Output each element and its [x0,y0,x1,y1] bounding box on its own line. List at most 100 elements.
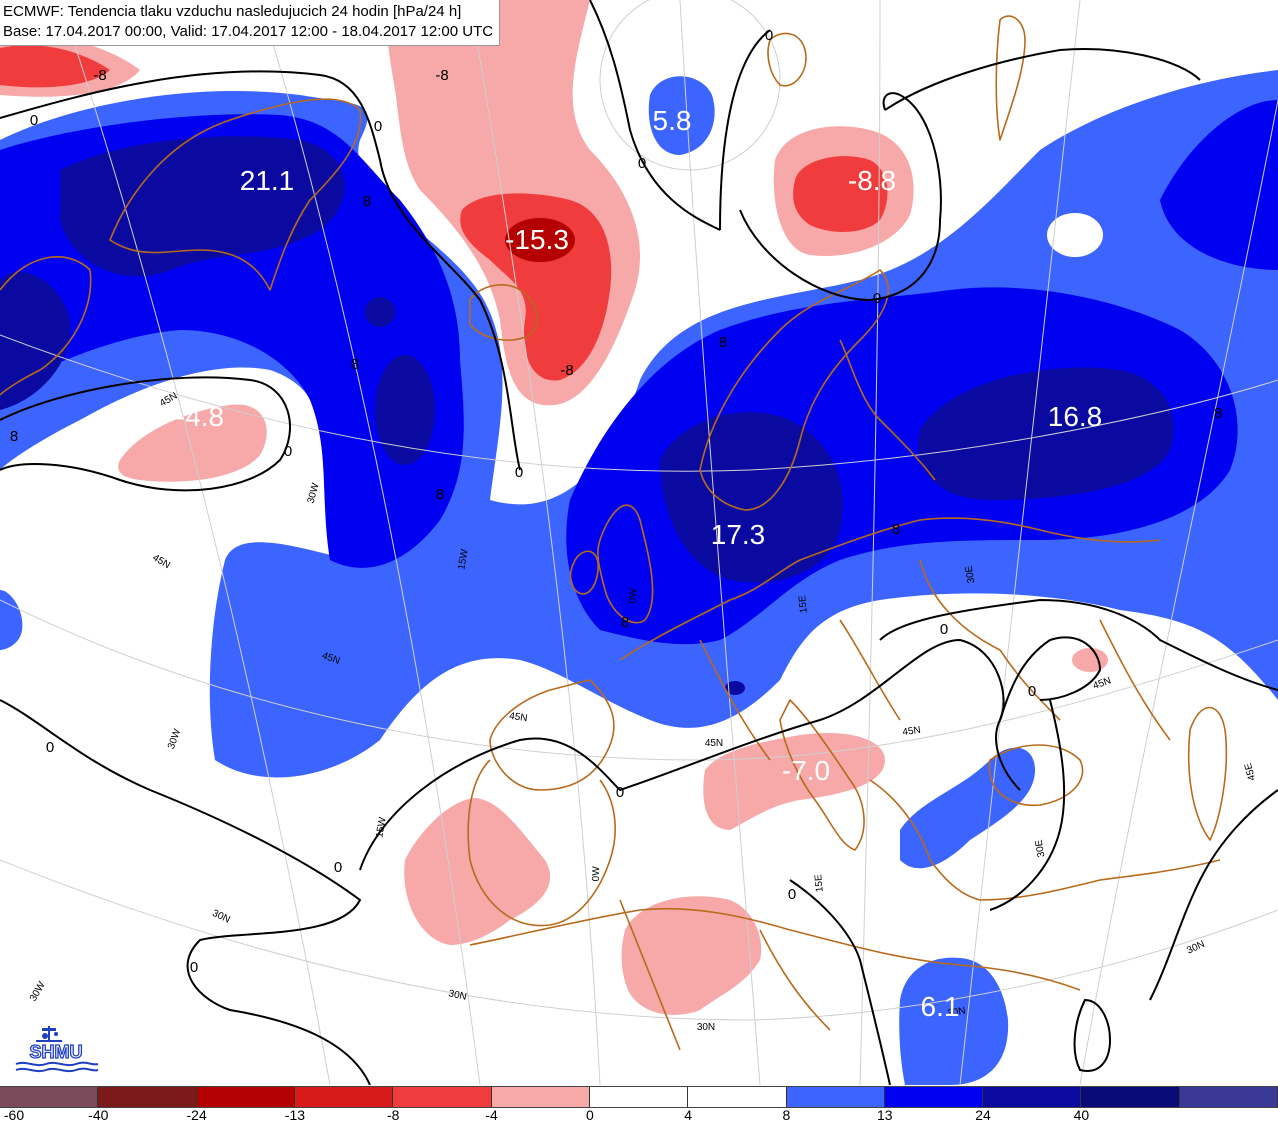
contour-label: 0 [1028,683,1036,700]
contour-label: 8 [621,614,629,631]
map-validity: Base: 17.04.2017 00:00, Valid: 17.04.201… [3,23,494,40]
contour-label: 0 [788,886,796,903]
ukraine-low-light [1072,648,1108,672]
contour-label: 0 [616,784,624,801]
iceland-low-innermost [505,218,575,262]
legend-boundary-label: 4 [684,1107,693,1123]
egypt-high-area [899,957,1009,1085]
atlantic-dark-spot [375,355,435,465]
graticule-label: 30W [306,481,322,504]
legend-boundary-label: -60 [3,1107,25,1123]
legend-swatch [294,1087,394,1107]
west-edge-blue [0,590,23,650]
map-header: ECMWF: Tendencia tlaku vzduchu nasleduju… [0,0,501,46]
greenland-high-innermost [60,136,345,277]
contour-label: 0 [638,155,646,172]
graticule-label: 45E [1243,761,1258,781]
iberia-low-light [404,798,551,945]
legend-boundary-label: -4 [485,1107,498,1123]
black-sea-high-area [900,747,1035,869]
legend-boundary-label: -40 [88,1107,109,1123]
contour-label: 0 [30,112,38,129]
legend-boundary-label: -24 [186,1107,207,1123]
legend-boundary-label: -13 [284,1107,306,1123]
graticule-label: 15W [456,548,471,571]
legend-boundary-label: 24 [975,1107,991,1123]
shmu-logo-text: SHMU [30,1042,83,1062]
atlantic-low-light [118,404,267,482]
italy-low-light [703,732,885,830]
legend-boundary-label: 40 [1073,1107,1090,1123]
map-title: ECMWF: Tendencia tlaku vzduchu nasleduju… [3,3,462,20]
graticule-label: 0W [628,588,640,604]
legend-boundary-label: 0 [585,1107,594,1123]
contour-label: 8 [10,428,18,445]
graticule-label: 45N [705,738,723,749]
contour-label: 8 [1214,405,1222,422]
extremum-label: -4.8 [176,401,224,432]
shmu-logo: SHMU [15,1026,99,1073]
contour-label: -8 [560,362,573,379]
graticule-label: 30N [947,1006,967,1020]
contour-label: -8 [435,67,448,84]
extremum-label: -8.8 [848,165,896,196]
legend-boundary-label: 13 [876,1107,893,1123]
contour-labels: -8 -8 0 0 0 0 8 8 8 -8 0 0 8 8 0 0 0 0 0… [10,27,1222,976]
atlantic-dark-spot2 [365,297,395,327]
contour-label: 0 [46,739,54,756]
legend-swatch [0,1087,99,1107]
contour-label: 0 [374,118,382,135]
legend-swatch [1179,1087,1278,1107]
legend-labels: -60 -40 -24 -13 -8 -4 0 4 8 13 24 40 [0,1106,1278,1125]
contour-label: 8 [719,334,727,351]
east-dark-area [1160,100,1278,270]
legend-color-bar [0,1086,1278,1108]
contour-label: 0 [190,959,198,976]
extremum-label: 17.3 [711,519,766,550]
legend-swatch [589,1087,689,1107]
extrema-labels: 21.1 -15.3 5.8 -8.8 -4.8 17.3 16.8 -7.0 … [176,105,1102,1022]
legend-swatch [1081,1087,1180,1107]
isolines [0,0,1278,1085]
small-dark-spot [725,681,745,695]
contour-label: -8 [93,67,106,84]
contour-label: 0 [284,443,292,460]
north-africa-low-light [621,896,762,1015]
extremum-label: 16.8 [1048,401,1103,432]
legend-swatch [98,1087,197,1107]
extremum-label: 6.1 [921,991,960,1022]
extremum-label: -7.0 [782,755,830,786]
pressure-tendency-map: -8 -8 0 0 0 0 8 8 8 -8 0 0 8 8 0 0 0 0 0… [0,0,1278,1085]
extremum-label: 5.8 [653,105,692,136]
russia-high-innermost [918,367,1174,500]
contour-label: 8 [363,193,371,210]
graticule-label: 30E [1034,838,1048,858]
extremum-label: -15.3 [505,224,569,255]
legend-boundary-label: -8 [386,1107,400,1123]
graticule-label: 15E [813,874,826,893]
contour-label: 0 [765,27,773,44]
graticule-label: 45N [902,725,922,738]
legend-swatch [884,1087,984,1107]
barents-low-mid [793,156,888,232]
graticule-label: 30N [447,988,467,1003]
contour-label: 8 [892,521,900,538]
coastlines-borders [0,15,1228,1051]
contour-label: 8 [436,486,444,503]
legend-boundary-label: 8 [782,1107,791,1123]
extremum-label: 21.1 [240,165,295,196]
svalbard-high-area [648,76,715,155]
legend-swatch [983,1087,1082,1107]
legend-swatch [688,1087,787,1107]
graticule-label: 45N [508,711,528,724]
graticule-labels: 45N 45N 45N 45N 45N 45N 45N 30N 30N 30N … [28,390,1258,1033]
graticule-label: 30E [964,564,978,584]
contour-label: 0 [515,464,523,481]
negative-tendency-areas [0,0,1108,1015]
white-hole [1047,213,1103,257]
legend-swatch [491,1087,590,1107]
legend-swatch [196,1087,295,1107]
graticule-label: 0W [591,866,603,882]
contour-label: 8 [351,356,359,373]
legend-swatch [786,1087,885,1107]
